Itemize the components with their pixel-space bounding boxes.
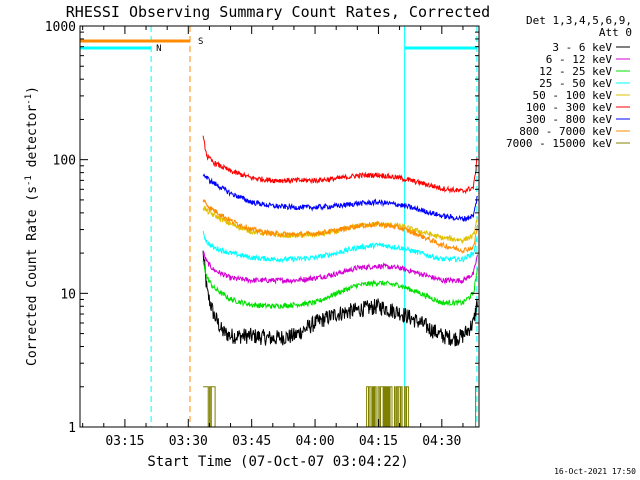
series-100-300-kev	[202, 135, 478, 195]
legend-entry-label-2: 6 - 12 keV	[546, 53, 613, 66]
series-7000-15000-kev	[203, 386, 479, 428]
y-axis-label-end: )	[25, 86, 40, 94]
legend-entry-label-7: 300 - 800 keV	[526, 113, 612, 126]
legend-header-line-2: Att 0	[599, 26, 632, 39]
legend-entry-label-5: 50 - 100 keV	[533, 89, 613, 102]
legend-entry-label-3: 12 - 25 keV	[539, 65, 612, 78]
footer-timestamp: 16-Oct-2021 17:50	[554, 467, 636, 476]
y-axis-label-exp2: -1	[24, 94, 34, 105]
x-tick-label-4: 04:00	[295, 434, 334, 449]
series-12-25-kev	[202, 260, 478, 310]
series-800-7000-kev	[202, 198, 478, 254]
y-tick-label-1: 1	[68, 421, 76, 436]
plot-area: NS	[80, 26, 479, 428]
x-axis-label: Start Time (07-Oct-07 03:04:22)	[147, 454, 408, 470]
y-axis-label: Corrected Count Rate (s-1 detector-1)	[24, 86, 40, 366]
y-tick-label-3: 100	[53, 154, 76, 169]
legend-entry-label-9: 7000 - 15000 keV	[506, 137, 612, 150]
x-tick-label-5: 04:15	[359, 434, 398, 449]
y-axis-label-main: Corrected Count Rate (s	[25, 186, 40, 366]
x-tick-label-3: 03:45	[232, 434, 271, 449]
y-axis-label-mid: detector	[25, 105, 40, 176]
chart-title: RHESSI Observing Summary Count Rates, Co…	[66, 3, 490, 21]
legend-entry-label-1: 3 - 6 keV	[552, 41, 612, 54]
flag-label-s: S	[198, 37, 203, 47]
flag-label-n: N	[156, 44, 161, 54]
legend-header-line-1: Det 1,3,4,5,6,9,	[526, 14, 632, 27]
series-300-800-kev	[202, 173, 478, 223]
series-6-12-kev	[202, 251, 478, 285]
legend-entry-label-6: 100 - 300 keV	[526, 101, 612, 114]
series-25-50-kev	[202, 230, 478, 264]
axes: 03:15 03:30 03:45 04:00 04:15 04:30 1 10 100 1000	[45, 20, 479, 449]
series-3-6-kev	[202, 250, 478, 347]
x-tick-label-6: 04:30	[422, 434, 461, 449]
y-tick-label-2: 10	[60, 287, 76, 302]
legend-entry-label-4: 25 - 50 keV	[539, 77, 612, 90]
series-50-100-kev	[202, 205, 478, 245]
plot-frame	[79, 25, 480, 428]
y-axis-label-exp1: -1	[24, 175, 34, 186]
y-tick-label-4: 1000	[45, 20, 76, 35]
x-tick-label-1: 03:15	[105, 434, 144, 449]
legend-entry-label-8: 800 - 7000 keV	[519, 125, 612, 138]
x-tick-label-2: 03:30	[169, 434, 208, 449]
